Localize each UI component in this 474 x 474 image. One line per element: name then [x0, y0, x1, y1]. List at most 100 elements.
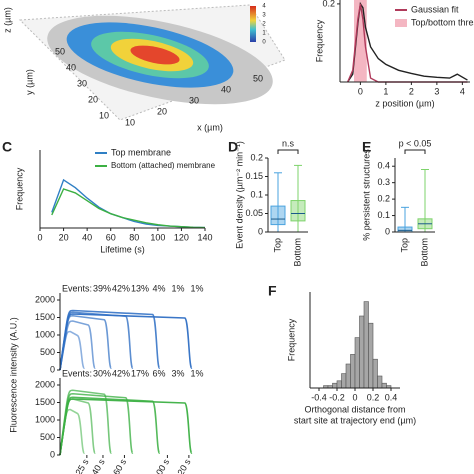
x-tick-label: 120 s	[173, 457, 193, 474]
x-tick-label: 0	[352, 392, 357, 402]
y-tick-label: 0.15	[245, 171, 263, 181]
x-tick-label: 0	[358, 86, 363, 96]
x-tick-label: 40 s	[90, 457, 107, 474]
events-value: 42%	[112, 368, 130, 378]
panel-letter: F	[268, 283, 277, 299]
y-tick-label: 10	[99, 110, 109, 120]
y-axis-label: Fluorescence intensity (A.U.)	[8, 317, 18, 433]
trace	[59, 313, 193, 371]
y-tick-label: 0.2	[250, 152, 263, 162]
x-tick-label: 0.4	[385, 392, 398, 402]
x-tick-label: 0.2	[367, 392, 380, 402]
y-tick-label: 0	[50, 449, 55, 459]
hist-bar	[363, 301, 369, 389]
x-tick-label: 50	[253, 73, 263, 83]
x-axis-label: Lifetime (s)	[100, 244, 145, 254]
x-tick-label: Top	[272, 238, 282, 253]
line-series	[51, 188, 206, 229]
hist-bar	[332, 382, 338, 389]
y-tick-label: 40	[66, 62, 76, 72]
y-axis-label: Frequency	[14, 167, 24, 210]
events-value: 6%	[152, 368, 165, 378]
hist-bar	[341, 373, 347, 389]
colorbar-tick-label: 3	[262, 13, 266, 19]
x-tick-label: 80	[129, 232, 139, 242]
x-tick-label: 10	[125, 117, 135, 127]
x-tick-label: Bottom	[419, 238, 429, 267]
y-tick-label: 20	[88, 94, 98, 104]
events-value: 39%	[93, 283, 111, 293]
hist-bar	[381, 382, 387, 389]
z-axis-label: z (µm)	[2, 7, 12, 33]
y-axis-label: % persistent structures	[361, 149, 371, 241]
legend-label: Top/bottom threshold	[411, 17, 474, 27]
box	[290, 200, 306, 222]
line-series	[51, 178, 206, 229]
x-tick-label: 3	[434, 86, 439, 96]
y-tick-label: 1000	[35, 329, 55, 339]
x-tick-label: 40	[221, 84, 231, 94]
legend-label: Top membrane	[111, 147, 171, 157]
events-value: 3%	[171, 368, 184, 378]
hist-bar	[359, 315, 365, 389]
events-value: 30%	[93, 368, 111, 378]
y-tick-label: 1500	[35, 312, 55, 322]
y-axis-label: Event density (µm⁻² min⁻¹)	[234, 141, 244, 249]
trace	[59, 398, 97, 456]
events-value: 42%	[112, 283, 130, 293]
colorbar-tick-label: 1	[262, 31, 266, 37]
hist-bar	[345, 363, 351, 389]
x-tick-label: 30	[189, 95, 199, 105]
y-tick-label: 0.4	[377, 161, 390, 171]
x-tick-label: 100	[150, 232, 165, 242]
hist-bar	[372, 358, 378, 389]
y-tick-label: 1500	[35, 397, 55, 407]
y-tick-label: 0	[385, 226, 390, 236]
legend-label: Gaussian fit	[411, 4, 459, 14]
legend-label: Bottom (attached) membrane	[111, 161, 216, 170]
events-value: 1%	[190, 368, 203, 378]
y-tick-label: 500	[40, 347, 55, 357]
significance-bracket	[404, 149, 426, 154]
events-value: 17%	[131, 368, 149, 378]
x-tick-label: 60	[106, 232, 116, 242]
y-tick-label: 0.3	[377, 177, 390, 187]
x-tick-label: 1	[383, 86, 388, 96]
x-tick-label: 0	[37, 232, 42, 242]
y-tick-label: 0	[50, 364, 55, 374]
events-value: 13%	[131, 283, 149, 293]
x-axis-label: z position (µm)	[375, 98, 434, 108]
x-tick-label: 20	[59, 232, 69, 242]
panel-letter: C	[2, 139, 12, 155]
y-axis-label: Frequency	[286, 318, 296, 361]
significance-bracket	[277, 149, 299, 154]
x-tick-label: 20	[157, 106, 167, 116]
x-tick-label: -0.2	[329, 392, 345, 402]
y-tick-label: 500	[40, 432, 55, 442]
x-tick-label: 100 s	[152, 457, 172, 474]
colorbar	[250, 6, 256, 42]
events-value: 1%	[171, 283, 184, 293]
x-tick-label: 40	[82, 232, 92, 242]
x-tick-label: 2	[409, 86, 414, 96]
y-axis-label: y (µm)	[24, 69, 34, 95]
annotation: p < 0.05	[399, 138, 432, 148]
y-tick-label: 0.1	[250, 189, 263, 199]
box	[270, 205, 286, 226]
x-axis-label: Orthogonal distance from	[304, 404, 405, 414]
y-tick-label: 1000	[35, 414, 55, 424]
x-axis-label: x (µm)	[197, 122, 223, 132]
trace	[59, 392, 134, 456]
hist-bar	[354, 337, 360, 389]
x-tick-label: 140	[197, 232, 212, 242]
y-tick-label: 2000	[35, 294, 55, 304]
colorbar-tick-label: 0	[262, 40, 266, 46]
box	[397, 226, 413, 233]
x-tick-label: 120	[174, 232, 189, 242]
colorbar-tick-label: 4	[262, 4, 266, 10]
y-tick-label: 2000	[35, 379, 55, 389]
x-tick-label: Top	[399, 238, 409, 253]
hist-bar	[368, 322, 374, 389]
y-tick-label: 0	[258, 226, 263, 236]
